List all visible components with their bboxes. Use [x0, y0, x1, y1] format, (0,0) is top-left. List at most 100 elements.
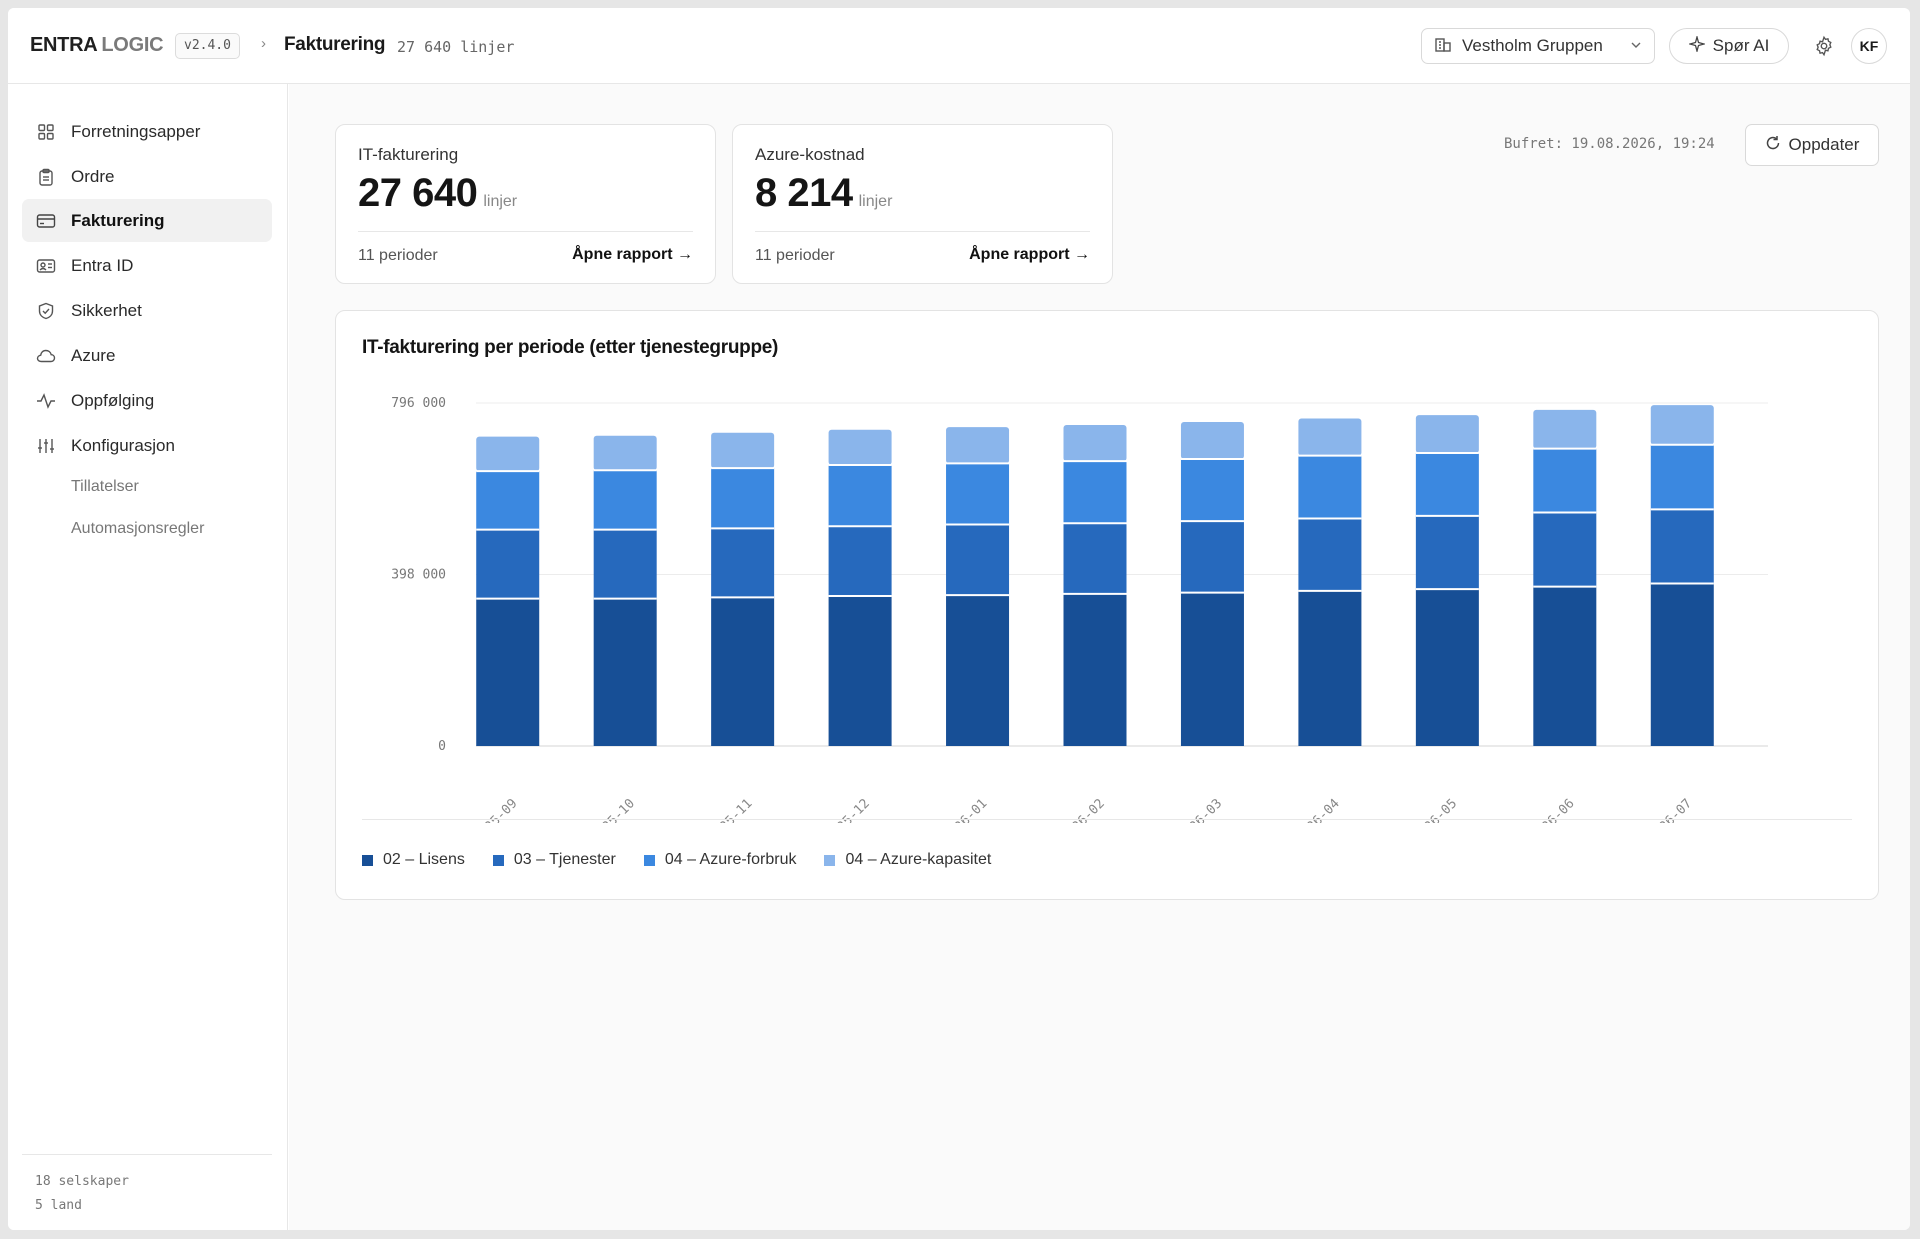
bar-segment	[1180, 421, 1244, 460]
bar-segment	[1533, 586, 1597, 746]
top-bar: ENTRA LOGIC v2.4.0 › Fakturering 27 640 l…	[8, 8, 1910, 84]
legend-swatch	[643, 854, 655, 866]
user-avatar[interactable]: KF	[1851, 28, 1887, 64]
chart-title: IT-fakturering per periode (etter tjenes…	[362, 337, 779, 358]
sidebar-item-azure[interactable]: Azure	[22, 334, 272, 377]
app-window: ENTRA LOGIC v2.4.0 › Fakturering 27 640 l…	[8, 8, 1910, 1230]
bar-segment	[1063, 424, 1127, 462]
version-badge: v2.4.0	[175, 33, 240, 59]
bar-segment	[828, 526, 892, 597]
sidebar-item-konfigurasjon[interactable]: Konfigurasjon	[22, 424, 272, 467]
open-report-link[interactable]: Åpne rapport →	[572, 246, 693, 263]
tenant-selector[interactable]: Vestholm Gruppen	[1421, 28, 1655, 64]
sidebar-item-entra-id[interactable]: Entra ID	[22, 244, 272, 287]
legend-swatch	[362, 854, 373, 866]
bar-segment	[1415, 589, 1479, 746]
refresh-button[interactable]: Oppdater	[1745, 124, 1879, 166]
sidebar: Forretningsapper Ordre Fakturering Entra…	[8, 84, 288, 1230]
bar-segment	[946, 427, 1010, 464]
main-content: IT-fakturering 27 640 linjer 11 perioder …	[289, 84, 1910, 1230]
bar-segment	[1415, 515, 1479, 590]
card-title: Azure-kostnad	[755, 145, 865, 164]
sidebar-item-sikkerhet[interactable]: Sikkerhet	[22, 289, 272, 332]
bar-segment	[1533, 448, 1597, 513]
bar-segment	[1650, 444, 1714, 510]
sidebar-item-label: Konfigurasjon	[71, 435, 175, 455]
y-tick-label: 796 000	[391, 396, 446, 411]
y-tick-label: 398 000	[391, 568, 446, 583]
breadcrumb-separator: ›	[261, 35, 266, 52]
y-tick-label: 0	[438, 739, 446, 754]
bar-segment	[1533, 409, 1597, 449]
card-value-wrap: 27 640 linjer	[358, 171, 517, 216]
bar-segment	[1533, 512, 1597, 587]
sidebar-item-oppfolging[interactable]: Oppfølging	[22, 379, 272, 422]
sidebar-item-label: Sikkerhet	[71, 300, 142, 320]
card-divider	[358, 231, 693, 232]
bar-segment	[593, 598, 657, 746]
bar-segment	[593, 529, 657, 599]
refresh-icon	[1765, 135, 1781, 156]
legend-item[interactable]: 04 – Azure-forbruk	[643, 851, 796, 869]
legend-label: 03 – Tjenester	[513, 851, 616, 868]
sidebar-item-label: Fakturering	[71, 210, 165, 230]
id-card-icon	[36, 256, 56, 276]
brand-secondary: LOGIC	[101, 34, 164, 56]
gear-icon[interactable]	[1813, 35, 1835, 57]
legend-swatch	[492, 854, 504, 866]
card-unit: linjer	[483, 193, 518, 210]
page-title: Fakturering	[284, 34, 386, 55]
sparkle-icon	[1687, 34, 1707, 57]
bar-segment	[1180, 521, 1244, 593]
bar-segment	[593, 470, 657, 530]
sidebar-item-label: Oppfølging	[71, 390, 155, 410]
companies-count: 18 selskaper	[35, 1174, 129, 1189]
sidebar-subitem-automasjonsregler[interactable]: Automasjonsregler	[71, 520, 205, 537]
bar-segment	[476, 598, 540, 746]
card-periods: 11 perioder	[358, 247, 438, 264]
legend-swatch	[824, 854, 836, 866]
line-count: 27 640 linjer	[397, 38, 515, 56]
clipboard-icon	[36, 167, 56, 187]
bar-segment	[828, 429, 892, 466]
bar-segment	[1298, 590, 1362, 746]
legend-item[interactable]: 03 – Tjenester	[492, 851, 616, 869]
sidebar-subitem-tillatelser[interactable]: Tillatelser	[71, 478, 139, 495]
card-value-wrap: 8 214 linjer	[755, 171, 892, 216]
bar-segment	[1298, 455, 1362, 519]
sidebar-item-ordre[interactable]: Ordre	[22, 155, 272, 198]
sidebar-item-forretningsapper[interactable]: Forretningsapper	[22, 110, 272, 153]
bar-segment	[1415, 452, 1479, 516]
bar-segment	[946, 595, 1010, 746]
sliders-icon	[36, 436, 56, 456]
bar-segment	[1650, 405, 1714, 445]
bar-segment	[1180, 459, 1244, 522]
legend-label: 04 – Azure-kapasitet	[845, 851, 992, 868]
credit-card-icon	[36, 211, 56, 231]
bar-segment	[946, 524, 1010, 596]
card-periods: 11 perioder	[755, 247, 835, 264]
sidebar-item-fakturering[interactable]: Fakturering	[22, 199, 272, 242]
sidebar-item-label: Ordre	[71, 166, 115, 186]
grid-icon	[36, 122, 56, 142]
bar-segment	[1063, 461, 1127, 524]
bar-segment	[1298, 418, 1362, 456]
open-report-link[interactable]: Åpne rapport →	[969, 246, 1090, 263]
sidebar-item-label: Azure	[71, 345, 116, 365]
shield-icon	[36, 301, 56, 321]
bar-segment	[1063, 523, 1127, 594]
legend-item[interactable]: 02 – Lisens	[362, 851, 465, 869]
brand-logo[interactable]: ENTRA LOGIC	[30, 34, 164, 57]
bar-segment	[1298, 518, 1362, 591]
ask-ai-button[interactable]: Spør AI	[1669, 28, 1789, 64]
cached-timestamp: Bufret: 19.08.2026, 19:24	[1504, 136, 1715, 152]
chevron-down-icon	[1630, 36, 1642, 56]
card-value: 27 640	[358, 171, 478, 215]
ask-ai-label: Spør AI	[1712, 36, 1770, 55]
bar-segment	[1180, 592, 1244, 746]
summary-card-it-billing: IT-fakturering 27 640 linjer 11 perioder …	[335, 124, 716, 284]
refresh-label: Oppdater	[1788, 135, 1860, 154]
legend-item[interactable]: 04 – Azure-kapasitet	[824, 851, 991, 869]
bar-segment	[476, 471, 540, 530]
